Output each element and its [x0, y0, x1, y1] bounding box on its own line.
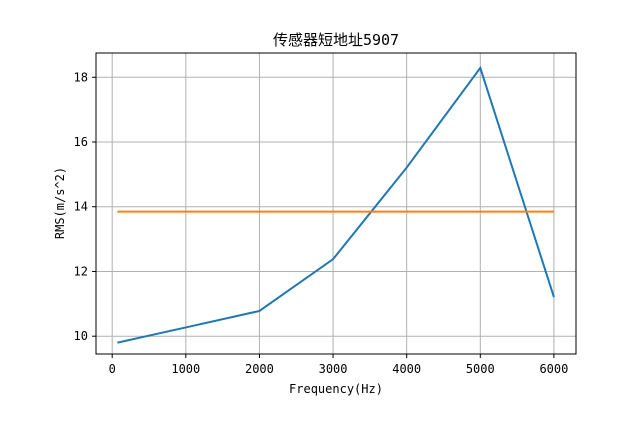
x-tick-label: 2000 — [245, 362, 274, 376]
x-axis-label: Frequency(Hz) — [289, 382, 383, 396]
y-axis-label: RMS(m/s^2) — [53, 167, 67, 239]
x-tick-label: 0 — [109, 362, 116, 376]
chart-title: 传感器短地址5907 — [273, 31, 399, 49]
x-tick-label: 1000 — [171, 362, 200, 376]
y-tick-label: 10 — [74, 329, 88, 343]
grid — [96, 53, 576, 354]
x-tick-label: 5000 — [466, 362, 495, 376]
ticks: 0 1000 2000 3000 4000 5000 6000 10 12 14 16 18 — [74, 70, 569, 376]
axes-frame — [95, 52, 577, 355]
y-tick-label: 18 — [74, 70, 88, 84]
series-lines — [117, 65, 555, 344]
x-tick-label: 3000 — [319, 362, 348, 376]
x-tick-label: 4000 — [392, 362, 421, 376]
y-tick-label: 12 — [74, 264, 88, 278]
y-tick-label: 14 — [74, 200, 88, 214]
x-tick-label: 6000 — [539, 362, 568, 376]
y-tick-label: 16 — [74, 135, 88, 149]
series-line-0 — [117, 65, 555, 344]
